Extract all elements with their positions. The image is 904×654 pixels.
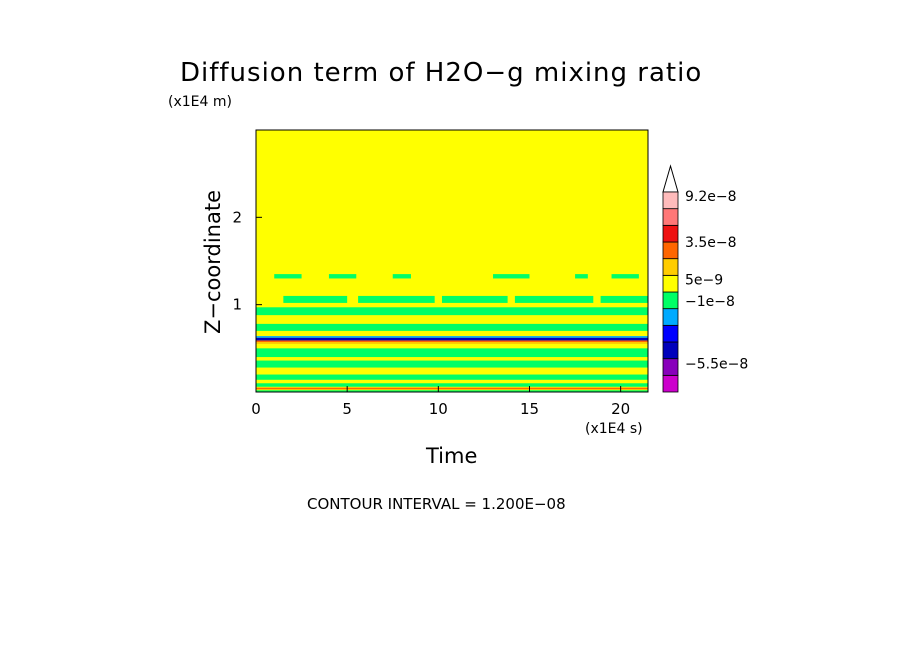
colorbar-swatch [662,241,679,260]
contour-band [256,390,648,392]
y-tick-label: 1 [232,296,242,314]
chart-title: Diffusion term of H2O−g mixing ratio [180,58,703,88]
colorbar-swatch [662,274,679,293]
contour-band [441,295,508,303]
y-tick-label: 2 [232,208,242,226]
colorbar-label: 9.2e−8 [685,189,737,205]
contour-band [514,295,594,303]
contour-interval-text: CONTOUR INTERVAL = 1.200E−08 [307,495,566,513]
colorbar-swatch [662,374,679,393]
contour-band [256,387,648,390]
contour-band [493,274,530,279]
contour-band [392,274,411,279]
colorbar-label: 5e−9 [685,272,723,288]
colorbar-swatch [662,358,679,376]
contour-band [256,360,648,368]
colorbar-swatch [662,324,679,343]
x-tick-label: 0 [251,400,261,418]
contour-band [274,274,302,279]
contour-band [600,295,648,303]
contour-band [256,348,648,358]
colorbar-swatch [662,341,679,360]
contour-band [256,374,648,380]
colorbar-swatch [662,208,679,226]
colorbar-label: −1e−8 [685,294,735,310]
x-tick-label: 15 [520,400,539,418]
contour-band [283,295,348,303]
x-axis-label: Time [426,444,478,468]
contour-band [256,336,648,338]
x-tick-label: 20 [611,400,630,418]
contour-band [358,295,435,303]
contour-band [256,383,648,387]
contour-band [256,340,648,343]
contour-band [328,274,357,279]
colorbar-label: 3.5e−8 [685,235,737,251]
x-tick-label: 5 [342,400,352,418]
x-tick-label: 10 [429,400,448,418]
contour-band [611,274,639,279]
plot-frame [255,129,649,393]
colorbar-swatch [662,224,679,243]
colorbar-swatch [662,291,679,310]
colorbar-arrow [662,164,679,193]
contour-band [256,342,648,344]
contour-band [256,337,648,341]
colorbar-swatch [662,308,679,326]
contour-band [256,307,648,316]
x-axis-unit: (x1E4 s) [585,421,643,437]
colorbar-label: −5.5e−8 [685,356,748,372]
contour-band [256,323,648,331]
colorbar-swatch [662,191,679,210]
contour-band [575,274,588,279]
colorbar-swatch [662,258,679,276]
y-axis-unit: (x1E4 m) [168,94,232,110]
